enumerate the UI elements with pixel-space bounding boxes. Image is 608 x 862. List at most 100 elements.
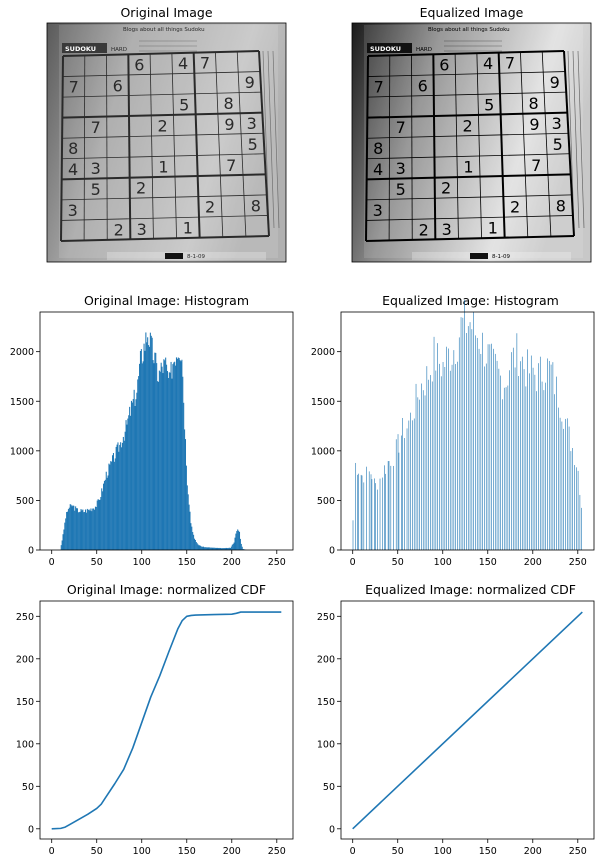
histogram-bar [191, 526, 193, 550]
sudoku-digit: 4 [178, 54, 188, 73]
histogram-bar [368, 471, 370, 550]
histogram-bar [387, 461, 389, 550]
histogram-bar [65, 518, 67, 550]
histogram-bar [395, 439, 397, 550]
histogram-bar [527, 349, 528, 550]
y-tick-label: 1500 [10, 397, 34, 408]
histogram-bar [554, 394, 555, 550]
original-sudoku-photo: SUDOKU HARD Blogs about all things Sudoku 6… [46, 22, 287, 263]
histogram-bar [103, 483, 105, 550]
histogram-bar [422, 390, 424, 550]
histogram-bar [131, 402, 133, 550]
histogram-bar [489, 344, 491, 550]
histogram-bar [85, 512, 87, 550]
sudoku-digit: 3 [91, 159, 101, 178]
sudoku-footer-date: 8-1-09 [187, 254, 205, 260]
histogram-bar [77, 512, 79, 550]
histogram-bar [541, 381, 543, 550]
y-tick-label: 50 [323, 782, 335, 793]
histogram-bar [197, 544, 199, 550]
histogram-bar [543, 390, 545, 550]
histogram-bar [475, 335, 476, 550]
x-tick-label: 250 [268, 846, 286, 857]
sudoku-digit: 3 [396, 159, 406, 178]
histogram-bar [176, 358, 178, 550]
histogram-bar [193, 538, 196, 550]
histogram-bar [184, 429, 186, 550]
histogram-bar [90, 508, 92, 550]
histogram-bar [161, 366, 163, 550]
histogram-bar [566, 418, 568, 550]
histogram-bar [548, 360, 550, 550]
histogram-bar [211, 547, 214, 550]
histogram-bar [143, 343, 145, 550]
histogram-bar [457, 361, 458, 550]
histogram-bar [152, 360, 154, 550]
histogram-bar [164, 360, 166, 550]
histogram-bar [230, 546, 232, 550]
histogram-bar [358, 473, 359, 550]
histogram-bar [144, 350, 146, 550]
histogram-bar [216, 547, 218, 550]
histogram-bar [120, 442, 122, 550]
histogram-bar [473, 311, 474, 550]
sudoku-digit: 7 [200, 54, 210, 73]
x-tick-label: 0 [49, 557, 55, 568]
histogram-bar [206, 547, 208, 550]
sudoku-digit: 3 [552, 114, 562, 133]
panel-title-eq-cdf: Equalized Image: normalized CDF [365, 582, 576, 597]
histogram-bar [433, 336, 435, 550]
histogram-bar [157, 381, 159, 550]
sudoku-footer-date: 8-1-09 [492, 254, 510, 260]
histogram-bar [485, 363, 487, 550]
sudoku-digit: 9 [529, 115, 539, 134]
histogram-bar [166, 364, 168, 550]
histogram-bar [512, 347, 514, 550]
histogram-bar [574, 465, 575, 550]
histogram-bar [85, 509, 87, 550]
histogram-bar [520, 361, 521, 550]
histogram-bar [141, 363, 143, 550]
x-tick-label: 100 [133, 846, 151, 857]
histogram-bar [124, 431, 126, 550]
x-tick-label: 50 [91, 557, 103, 568]
histogram-bar [557, 407, 559, 550]
x-tick-label: 0 [350, 846, 356, 857]
histogram-bar [235, 533, 237, 550]
histogram-bar [550, 364, 552, 550]
histogram-bar [68, 507, 70, 550]
x-tick-label: 0 [350, 557, 356, 568]
histogram-bar [67, 509, 69, 550]
sudoku-digit: 4 [483, 54, 493, 73]
histogram-bar [446, 346, 447, 550]
histogram-bar [159, 371, 161, 550]
x-tick-label: 150 [178, 557, 196, 568]
histogram-bar [165, 357, 167, 550]
sudoku-digit: 5 [484, 95, 494, 114]
histogram-bar [202, 546, 204, 550]
sudoku-header-bar [367, 43, 412, 53]
histogram-bar [375, 483, 376, 550]
x-tick-label: 50 [392, 846, 404, 857]
histogram-bar [530, 355, 532, 550]
histogram-bar [561, 421, 563, 550]
sudoku-digit: 1 [158, 158, 168, 177]
x-tick-label: 150 [479, 846, 497, 857]
histogram-bar [95, 506, 97, 550]
histogram-bar [220, 547, 222, 550]
sudoku-digit: 5 [179, 95, 189, 114]
histogram-bar [226, 547, 228, 550]
sudoku-digit: 7 [505, 54, 515, 73]
histogram-bar [177, 357, 179, 550]
x-tick-label: 200 [524, 557, 542, 568]
histogram-bar [384, 465, 385, 550]
histogram-bar [229, 547, 231, 550]
cdf-line [352, 611, 583, 830]
histogram-bar [88, 509, 90, 550]
histogram-bar [178, 358, 180, 550]
histogram-bar [545, 382, 546, 550]
histogram-bar [455, 364, 456, 550]
histogram-bar [89, 510, 91, 550]
histogram-bar [171, 378, 173, 550]
histogram-bar [72, 505, 74, 550]
